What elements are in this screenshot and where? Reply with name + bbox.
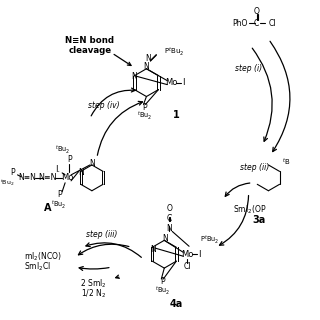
Text: SmI$_2$Cl: SmI$_2$Cl <box>24 261 52 273</box>
Text: N: N <box>146 54 151 63</box>
Text: SmI$_2$(OP: SmI$_2$(OP <box>233 203 266 216</box>
Text: step (i): step (i) <box>235 64 262 73</box>
Text: $^t$Bu$_2$: $^t$Bu$_2$ <box>0 178 15 188</box>
Text: A: A <box>44 203 51 212</box>
Text: N: N <box>166 224 172 233</box>
Text: I: I <box>198 250 200 259</box>
Text: C: C <box>254 19 259 28</box>
Text: P: P <box>142 103 147 112</box>
Text: Cl: Cl <box>183 262 191 271</box>
Text: P: P <box>57 190 61 199</box>
Text: $^t$Bu$_2$: $^t$Bu$_2$ <box>55 144 71 156</box>
Text: N: N <box>163 234 168 243</box>
Text: 4a: 4a <box>170 299 183 309</box>
Text: N≡N bond: N≡N bond <box>65 36 115 45</box>
Text: O: O <box>166 204 172 213</box>
Text: 1: 1 <box>173 110 180 120</box>
Text: P: P <box>67 156 71 164</box>
Text: step (ii): step (ii) <box>240 164 269 172</box>
Text: $^t$B: $^t$B <box>282 156 291 167</box>
Text: PhO: PhO <box>233 19 248 28</box>
Text: Mo: Mo <box>61 173 73 182</box>
Text: I.: I. <box>56 165 61 174</box>
Text: $^t$Bu$_2$: $^t$Bu$_2$ <box>52 198 67 211</box>
Text: O: O <box>253 7 260 16</box>
Text: $^t$Bu$_2$: $^t$Bu$_2$ <box>137 110 152 123</box>
Text: P: P <box>160 277 164 286</box>
Text: 3a: 3a <box>252 214 265 225</box>
Text: N≡N: N≡N <box>38 173 57 182</box>
Text: N: N <box>89 159 95 168</box>
Text: mI$_2$(NCO): mI$_2$(NCO) <box>24 251 62 263</box>
Text: N≡N: N≡N <box>19 173 36 182</box>
Text: P$^t$Bu$_2$: P$^t$Bu$_2$ <box>164 46 185 58</box>
Text: 2 SmI$_2$: 2 SmI$_2$ <box>81 278 107 290</box>
Text: step (iii): step (iii) <box>86 230 117 239</box>
Text: Mo: Mo <box>165 78 177 87</box>
Text: cleavage: cleavage <box>68 46 111 55</box>
Text: Mo: Mo <box>181 250 193 259</box>
Text: step (iv): step (iv) <box>88 101 120 110</box>
Text: N: N <box>150 245 156 254</box>
Text: N: N <box>78 168 84 177</box>
Text: P$^t$Bu$_2$: P$^t$Bu$_2$ <box>200 234 220 246</box>
Text: P: P <box>10 168 15 177</box>
Text: Cl: Cl <box>268 19 276 28</box>
Text: C: C <box>167 214 172 223</box>
Text: 1/2 N$_2$: 1/2 N$_2$ <box>81 288 107 300</box>
Text: I: I <box>182 78 184 87</box>
Text: N: N <box>132 72 137 81</box>
Text: N: N <box>144 62 149 71</box>
Text: $^t$Bu$_2$: $^t$Bu$_2$ <box>155 285 170 297</box>
